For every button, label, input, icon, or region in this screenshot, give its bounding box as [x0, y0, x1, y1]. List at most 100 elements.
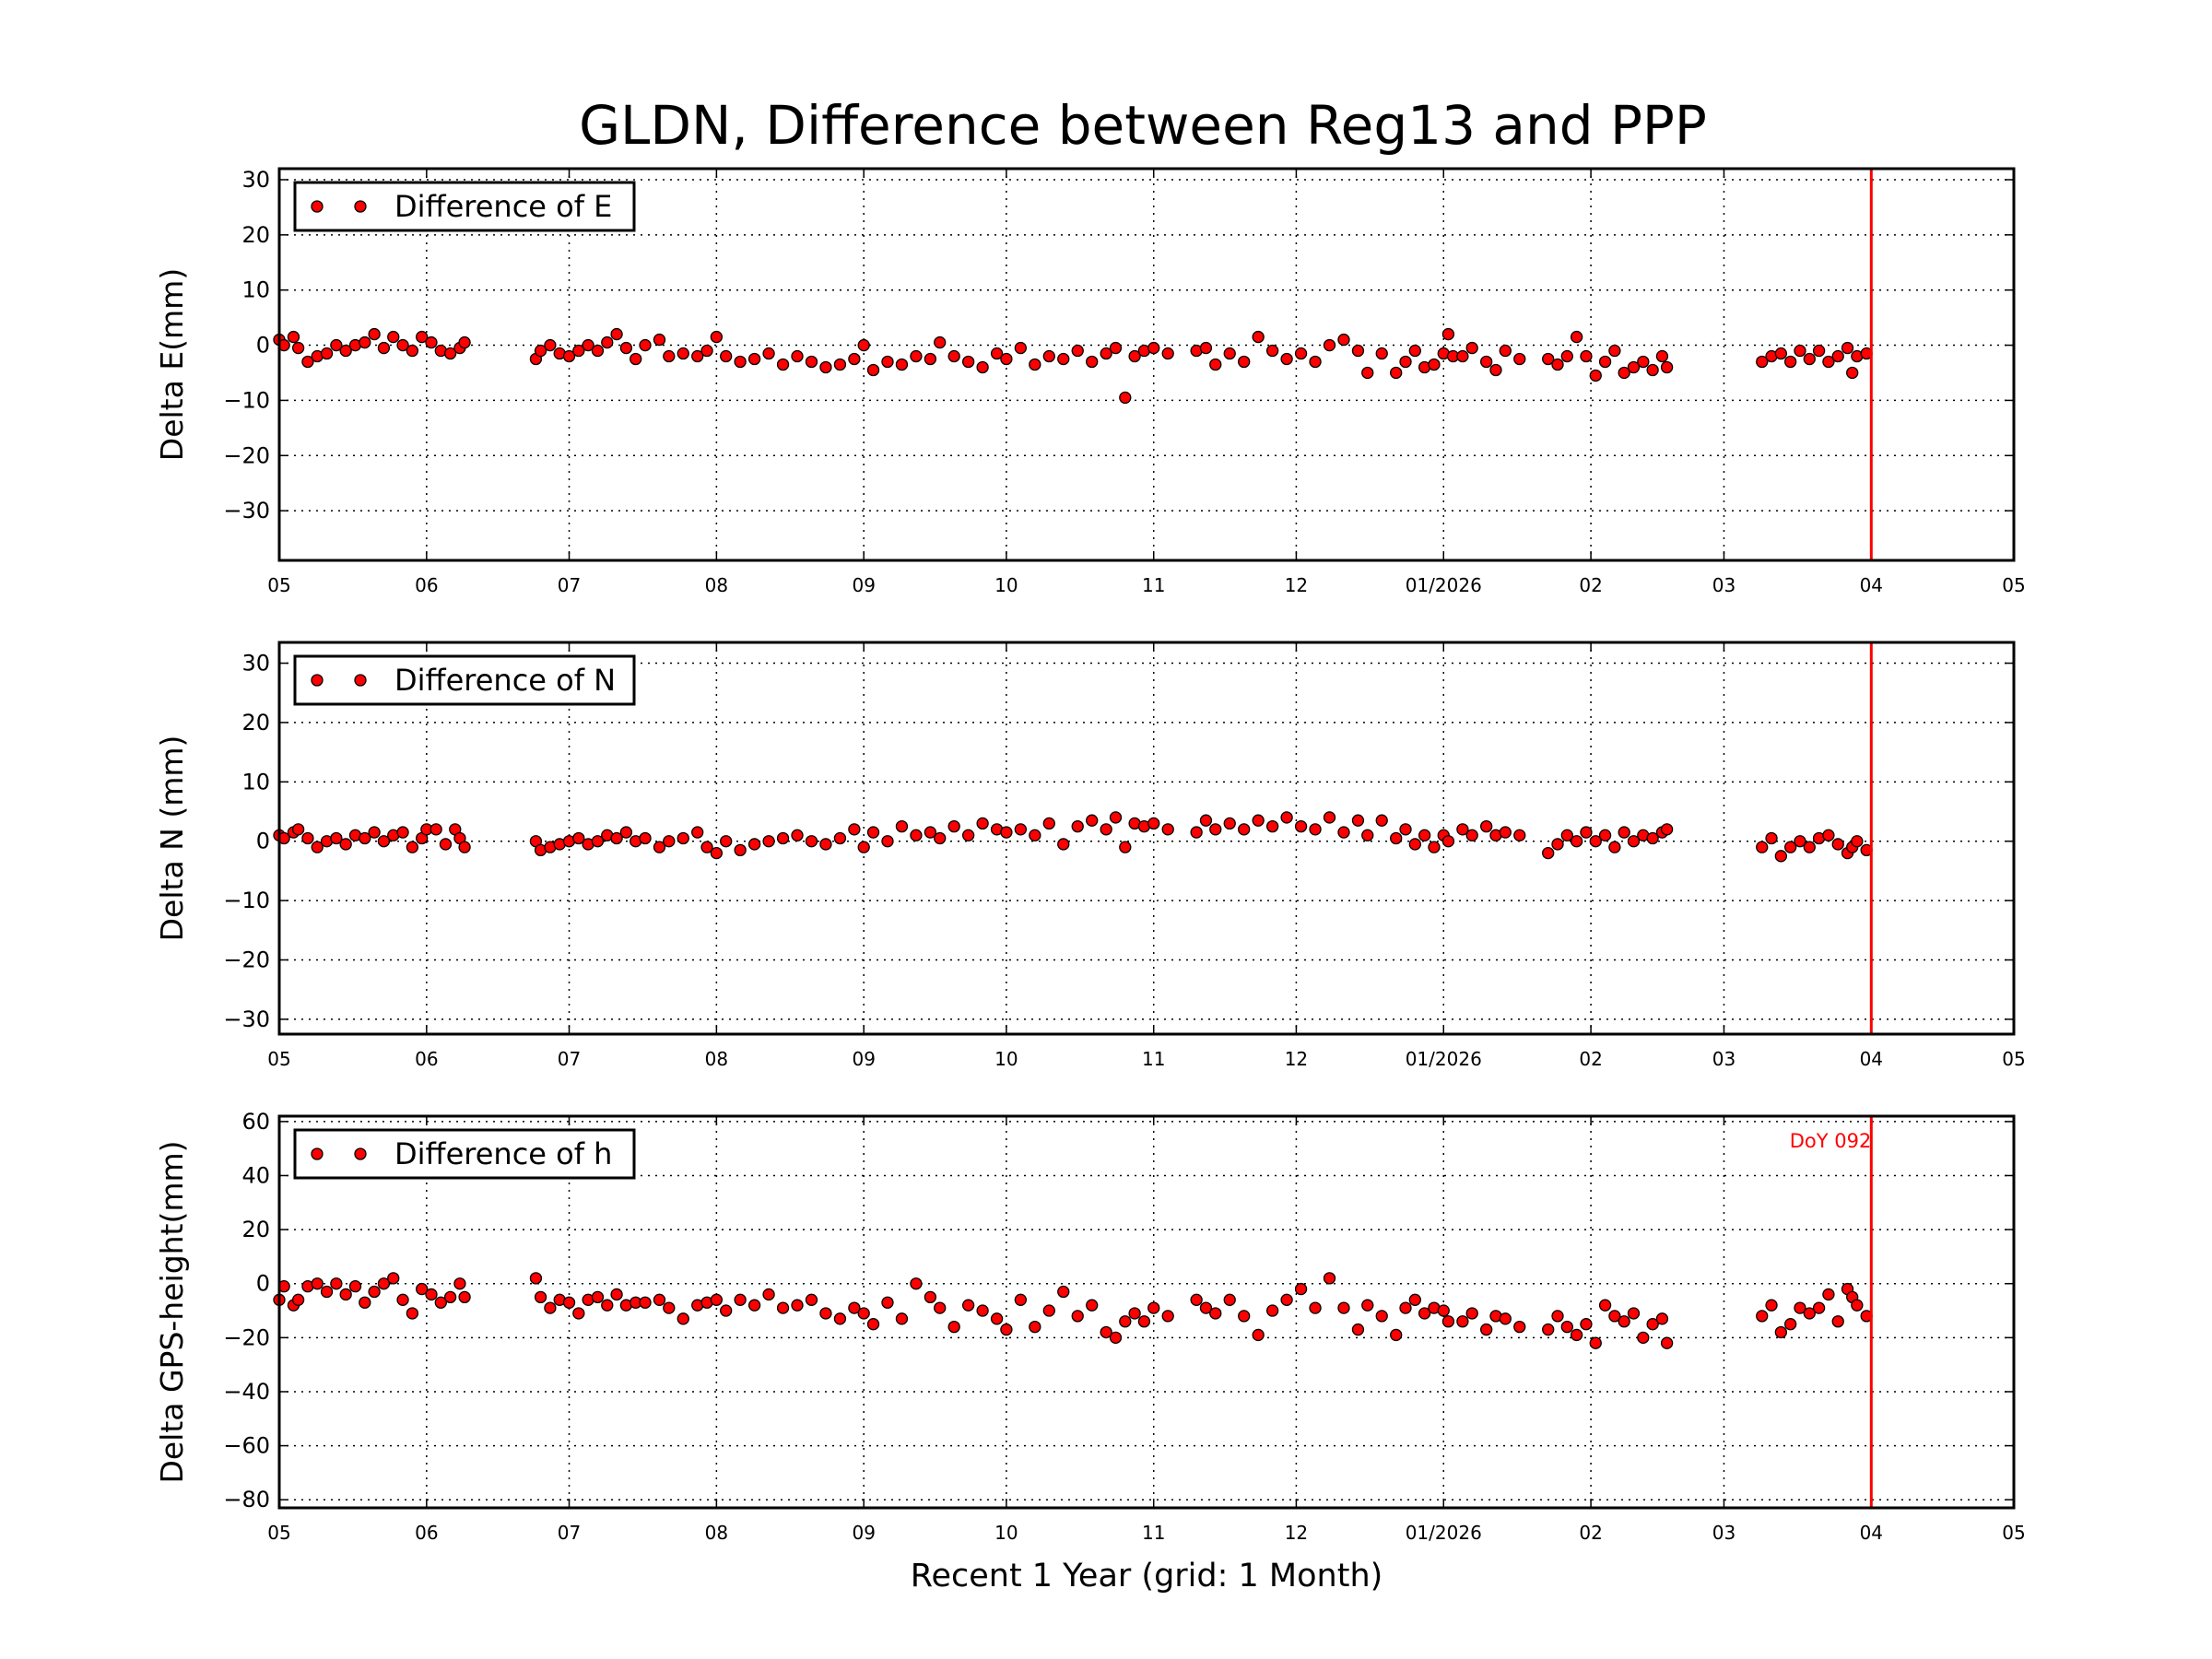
data-point: [1042, 349, 1055, 363]
data-point: [1542, 352, 1555, 366]
data-point: [1408, 838, 1421, 851]
data-point: [1655, 349, 1669, 363]
data-point: [1465, 829, 1478, 841]
data-point: [1161, 823, 1174, 836]
x-tick-label: 05: [2002, 1048, 2025, 1070]
data-point: [1361, 1299, 1374, 1312]
reference-line-label: DoY 092: [1790, 1130, 1872, 1152]
data-point: [1441, 835, 1455, 848]
data-point: [1570, 330, 1583, 344]
data-point: [311, 841, 324, 853]
data-point: [368, 327, 381, 341]
y-tick-label: −30: [223, 498, 270, 524]
data-point: [1351, 814, 1365, 827]
data-point: [734, 1293, 747, 1306]
data-point: [776, 358, 790, 371]
data-point: [947, 819, 960, 833]
data-point: [924, 352, 937, 366]
data-point: [895, 358, 909, 371]
x-tick-label: 01/2026: [1406, 574, 1482, 596]
x-tick-label: 10: [994, 1048, 1018, 1070]
data-point: [1057, 1285, 1070, 1299]
data-point: [791, 1299, 804, 1312]
legend: Difference of h: [293, 1128, 636, 1180]
legend-marker: [311, 200, 324, 213]
x-tick-label: 02: [1579, 1048, 1602, 1070]
data-point: [881, 1296, 894, 1309]
data-point: [1437, 1304, 1450, 1317]
x-tick-label: 10: [994, 1522, 1018, 1544]
data-point: [976, 360, 989, 374]
data-point: [857, 1307, 870, 1320]
data-point: [1660, 360, 1674, 374]
data-point: [1794, 835, 1806, 848]
data-point: [762, 835, 775, 848]
y-tick-label: −40: [223, 1379, 270, 1405]
data-point: [1109, 341, 1123, 355]
data-point: [924, 1290, 937, 1304]
x-tick-label: 07: [558, 1048, 581, 1070]
y-tick-label: 20: [241, 1217, 270, 1242]
x-tick-label: 05: [267, 1048, 290, 1070]
x-tick-label: 02: [1579, 574, 1602, 596]
data-point: [529, 1272, 543, 1285]
data-point: [710, 846, 724, 860]
data-point: [710, 1293, 724, 1306]
data-point: [1361, 366, 1374, 380]
data-point: [429, 823, 442, 836]
data-point: [1598, 1299, 1612, 1312]
x-tick-label: 01/2026: [1406, 1522, 1482, 1544]
data-point: [747, 838, 761, 851]
data-point: [1580, 1318, 1593, 1331]
y-axis-label: Delta N (mm): [154, 735, 190, 942]
data-point: [881, 355, 894, 369]
data-point: [653, 1293, 666, 1306]
data-point: [1399, 823, 1412, 836]
x-tick-label: 03: [1712, 1048, 1735, 1070]
data-point: [1238, 823, 1251, 836]
data-point: [1618, 1315, 1630, 1328]
data-point: [1608, 841, 1621, 853]
data-point: [1057, 838, 1070, 851]
y-tick-label: 0: [256, 333, 270, 359]
data-point: [1014, 1293, 1028, 1306]
data-point: [572, 831, 585, 845]
data-point: [1351, 344, 1365, 358]
data-point: [1119, 391, 1132, 405]
data-point: [1551, 838, 1564, 851]
legend-box: [293, 654, 636, 706]
data-point: [610, 327, 623, 341]
data-point: [291, 341, 305, 355]
data-point: [1756, 355, 1769, 369]
data-point: [301, 355, 314, 369]
x-tick-label: 08: [705, 1048, 728, 1070]
data-point: [1428, 841, 1441, 853]
data-point: [1589, 369, 1602, 382]
panel-0: 05 06 07 08 09 10 11 12 01/2026 02 03 04 05 −30 −20 −10…: [154, 167, 2026, 596]
x-tick-label: 11: [1142, 1048, 1165, 1070]
chart-title: GLDN, Difference between Reg13 and PPP: [579, 94, 1707, 157]
data-point: [1223, 347, 1236, 360]
data-point: [1042, 817, 1055, 830]
data-point: [1784, 1318, 1797, 1331]
data-point: [1831, 349, 1844, 363]
data-point: [805, 835, 818, 848]
data-point: [1337, 826, 1350, 839]
y-tick-label: −10: [223, 387, 270, 413]
data-point: [1147, 341, 1160, 355]
data-point: [639, 831, 652, 845]
data-point: [619, 826, 633, 839]
x-axis-label: Recent 1 Year (grid: 1 Month): [910, 1558, 1383, 1594]
data-point: [1390, 1328, 1403, 1342]
data-point: [1794, 1301, 1806, 1314]
data-point: [1660, 1336, 1674, 1349]
y-tick-label: −10: [223, 888, 270, 913]
data-point: [1465, 1307, 1478, 1320]
data-point: [1109, 1331, 1123, 1344]
data-point: [1128, 1307, 1141, 1320]
y-tick-label: 40: [241, 1162, 270, 1188]
data-point: [1465, 341, 1478, 355]
data-point: [1580, 349, 1593, 363]
x-tick-label: 12: [1285, 574, 1308, 596]
data-point: [1014, 341, 1028, 355]
